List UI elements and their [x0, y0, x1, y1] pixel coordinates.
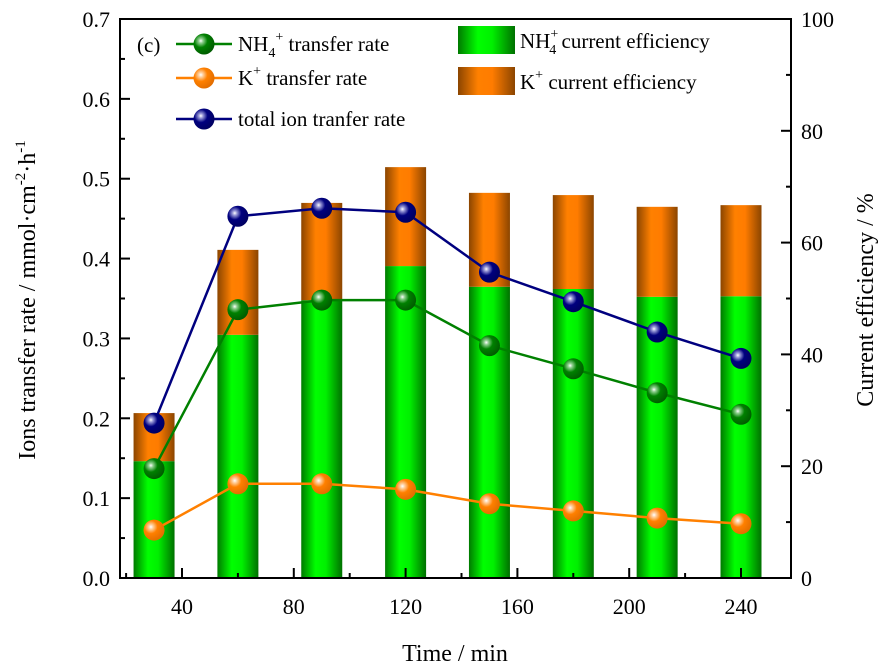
y-left-tick-label: 0.6: [83, 87, 111, 112]
y-axis-right-title: Current efficiency / %: [853, 193, 879, 406]
line-nh4-rate: [152, 298, 742, 470]
x-tick-label: 200: [613, 594, 646, 619]
bar-nh4-efficiency: [133, 461, 175, 578]
bar-nh4-efficiency: [301, 300, 343, 578]
y-right-tick-label: 0: [801, 566, 812, 591]
marker-nh4-rate: [730, 403, 752, 425]
marker-k-rate: [227, 473, 249, 495]
marker-total-rate: [730, 347, 752, 369]
legend-label-main: K: [520, 70, 535, 94]
legend-label-main: total ion tranfer rate: [238, 107, 405, 131]
bars-layer: [133, 167, 762, 578]
legend-label-rest: current efficiency: [556, 29, 710, 53]
marker-nh4-rate: [311, 289, 333, 311]
y-right-tick-label: 60: [801, 231, 823, 256]
y-left-tick-label: 0.7: [83, 7, 111, 32]
x-tick-label: 40: [171, 594, 193, 619]
y-left-tick-label: 0.1: [83, 486, 111, 511]
x-tick-label: 240: [725, 594, 758, 619]
x-axis-title: Time / min: [402, 641, 508, 667]
marker-k-rate: [143, 519, 165, 541]
bar-k-efficiency: [217, 249, 259, 335]
marker-k-rate: [646, 507, 668, 529]
legend-label-main: NH: [520, 29, 550, 53]
legend-label-sup: +: [550, 27, 558, 42]
legend-label-rest: current efficiency: [543, 70, 697, 94]
bar-k-efficiency: [301, 202, 343, 301]
line-total-rate: [152, 207, 742, 424]
marker-total-rate: [227, 205, 249, 227]
marker-k-rate: [562, 500, 584, 522]
marker-total-rate: [395, 201, 417, 223]
marker-k-rate: [478, 493, 500, 515]
y-right-tick-label: 40: [801, 342, 823, 367]
y-axis-left-title-sup2: -1: [13, 140, 29, 153]
x-tick-label: 160: [501, 594, 534, 619]
y-left-tick-label: 0.5: [83, 167, 111, 192]
bar-nh4-efficiency: [217, 334, 259, 578]
legend-label-main: K: [238, 66, 253, 90]
marker-nh4-rate: [227, 299, 249, 321]
marker-nh4-rate: [395, 289, 417, 311]
marker-nh4-rate: [478, 335, 500, 357]
bar-nh4-efficiency: [636, 296, 678, 578]
marker-nh4-rate: [143, 458, 165, 480]
x-tick-label: 80: [283, 594, 305, 619]
x-tick-label: 120: [389, 594, 422, 619]
legend-label-rest: transfer rate: [283, 32, 389, 56]
legend-marker-k-rate: [193, 67, 215, 89]
marker-k-rate: [395, 478, 417, 500]
marker-total-rate: [143, 412, 165, 434]
y-axis-left-title: Ions transfer rate / mmol·cm-2·h-1: [13, 140, 41, 460]
legend-label-rest: transfer rate: [261, 66, 367, 90]
marker-total-rate: [646, 321, 668, 343]
legend-label-total-rate: total ion tranfer rate: [238, 107, 405, 131]
y-right-tick-label: 100: [801, 7, 834, 32]
bar-k-efficiency: [636, 206, 678, 297]
marker-k-rate: [311, 473, 333, 495]
legend-marker-nh4-rate: [193, 33, 215, 55]
marker-nh4-rate: [562, 358, 584, 380]
legend-label-sub: 4: [268, 46, 275, 61]
marker-total-rate: [311, 197, 333, 219]
legend-label-nh4-efficiency: NH+ 4 current efficiency: [520, 27, 710, 58]
legend-swatch-k-efficiency: [458, 67, 515, 95]
y-left-tick-label: 0.4: [83, 247, 111, 272]
legend-label-k-rate: K+ transfer rate: [238, 64, 367, 90]
bar-nh4-efficiency: [468, 286, 510, 578]
marker-nh4-rate: [646, 382, 668, 404]
legend-label-sup: +: [253, 64, 261, 79]
y-axis-left-title-main: Ions transfer rate / mmol·cm: [15, 185, 41, 460]
lines-layer: [143, 197, 752, 541]
axes-layer: 0.0 0.1 0.2 0.3 0.4 0.5 0.6 0.7 0 20 40 60 80 100 40 80…: [83, 7, 835, 619]
y-left-tick-label: 0.2: [83, 406, 111, 431]
line-k-rate: [153, 482, 742, 532]
marker-total-rate: [478, 261, 500, 283]
panel-label: (c): [137, 33, 160, 57]
y-axis-left-title-mid: ·h: [15, 153, 41, 173]
legend-label-sup: +: [535, 68, 543, 83]
legend-label-nh4-rate: NH4+ transfer rate: [238, 30, 389, 61]
marker-k-rate: [730, 513, 752, 535]
legend-swatch-nh4-efficiency: [458, 26, 515, 54]
y-left-tick-label: 0.0: [83, 566, 111, 591]
legend-label-k-efficiency: K+ current efficiency: [520, 68, 697, 94]
marker-total-rate: [562, 291, 584, 313]
y-left-tick-label: 0.3: [83, 326, 111, 351]
bar-nh4-efficiency: [552, 288, 594, 578]
legend-marker-total-rate: [193, 108, 215, 130]
y-right-tick-label: 80: [801, 119, 823, 144]
bar-k-efficiency: [552, 195, 594, 289]
legend-label-sup: +: [275, 30, 283, 45]
bar-nh4-efficiency: [385, 266, 427, 578]
y-right-tick-label: 20: [801, 454, 823, 479]
bar-nh4-efficiency: [720, 296, 762, 578]
legend-label-sub: 4: [549, 43, 556, 58]
legend-label-main: NH: [238, 32, 268, 56]
y-axis-left-title-sup1: -2: [13, 173, 29, 186]
bar-k-efficiency: [720, 205, 762, 297]
